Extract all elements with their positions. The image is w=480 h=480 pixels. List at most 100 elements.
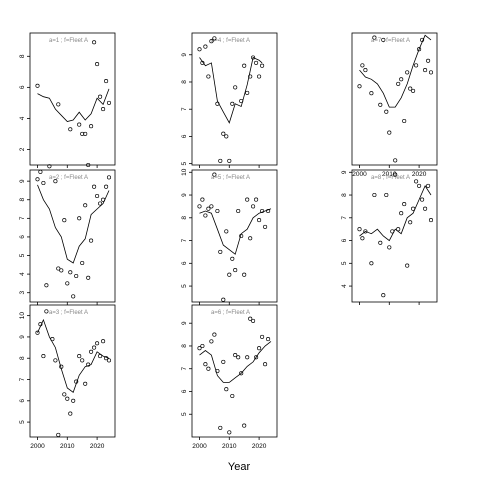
observed-point bbox=[44, 283, 49, 288]
expected-line bbox=[37, 184, 110, 264]
y-tick-label: 6 bbox=[19, 399, 26, 403]
x-tick-label: 2010 bbox=[382, 171, 397, 178]
observed-point bbox=[239, 371, 244, 376]
observed-point bbox=[227, 158, 232, 163]
observed-point bbox=[378, 102, 383, 107]
y-tick-label: 7 bbox=[19, 216, 26, 220]
observed-point bbox=[56, 102, 61, 107]
observed-point bbox=[56, 266, 61, 271]
panel-a5: a=5 ; f=Fleet A 5 6 7 8 9 10 bbox=[181, 168, 278, 305]
panel-strip-label: a=4 ; f=Fleet A bbox=[211, 38, 250, 44]
observed-point bbox=[257, 346, 262, 351]
observed-point bbox=[212, 172, 217, 177]
observed-point bbox=[35, 330, 40, 335]
observed-point bbox=[89, 238, 94, 243]
observed-point bbox=[233, 85, 238, 90]
y-tick-label: 5 bbox=[181, 284, 188, 288]
observed-point bbox=[35, 177, 40, 182]
expected-line bbox=[199, 208, 272, 255]
observed-point bbox=[215, 368, 220, 374]
observed-point bbox=[417, 47, 422, 52]
observed-point bbox=[44, 309, 49, 314]
observed-point bbox=[59, 364, 64, 369]
expected-line bbox=[199, 341, 272, 383]
observed-point bbox=[80, 131, 85, 136]
y-tick-label: 4 bbox=[19, 116, 26, 120]
observed-point bbox=[233, 353, 238, 358]
observed-point bbox=[411, 88, 416, 93]
observed-point bbox=[230, 101, 235, 106]
observed-point bbox=[248, 316, 253, 321]
panel-strip-label: a=7 ; f=Fleet A bbox=[371, 38, 410, 44]
observed-point bbox=[98, 354, 103, 359]
observed-point bbox=[221, 131, 226, 136]
observed-point bbox=[68, 411, 73, 416]
observed-point bbox=[80, 260, 85, 266]
observed-point bbox=[239, 233, 244, 239]
observed-point bbox=[104, 79, 109, 84]
observed-point bbox=[41, 354, 46, 359]
observed-point bbox=[50, 337, 55, 342]
observed-point bbox=[95, 341, 100, 346]
y-tick-label: 10 bbox=[181, 168, 188, 176]
observed-point bbox=[263, 224, 268, 229]
y-tick-label: 6 bbox=[19, 85, 26, 89]
observed-point bbox=[92, 184, 97, 189]
y-tick-label: 9 bbox=[181, 193, 188, 197]
observed-point bbox=[62, 392, 67, 397]
observed-point bbox=[106, 358, 112, 363]
observed-point bbox=[206, 74, 211, 79]
y-tick-label: 9 bbox=[181, 321, 188, 325]
observed-point bbox=[381, 37, 386, 42]
y-tick-label: 8 bbox=[341, 193, 348, 197]
observed-point bbox=[77, 354, 82, 359]
panel-a1: a=1 ; f=Fleet A 2 4 6 8 bbox=[19, 32, 116, 168]
observed-point bbox=[98, 94, 103, 99]
observed-point bbox=[47, 164, 52, 169]
observed-point bbox=[408, 86, 413, 91]
observed-point bbox=[405, 263, 410, 268]
y-tick-label: 7 bbox=[181, 367, 188, 371]
observed-point bbox=[197, 204, 202, 209]
observed-point bbox=[218, 249, 223, 254]
panel-strip-label: a=8 ; f=Fleet A bbox=[371, 175, 410, 181]
observed-point bbox=[236, 355, 241, 360]
y-tick-label: 8 bbox=[19, 54, 26, 58]
observed-point bbox=[245, 197, 250, 202]
y-tick-label: 5 bbox=[19, 253, 26, 257]
observed-point bbox=[95, 193, 100, 199]
y-tick-label: 4 bbox=[19, 272, 26, 276]
observed-point bbox=[212, 36, 217, 41]
observed-point bbox=[263, 362, 268, 367]
y-tick-label: 8 bbox=[181, 80, 188, 84]
observed-point bbox=[393, 172, 398, 177]
observed-point bbox=[197, 47, 202, 52]
observed-point bbox=[65, 281, 70, 286]
observed-point bbox=[408, 220, 413, 225]
observed-point bbox=[363, 229, 368, 234]
y-tick-label: 4 bbox=[341, 284, 348, 288]
observed-point bbox=[254, 197, 259, 202]
observed-point bbox=[215, 208, 220, 214]
observed-point bbox=[426, 183, 431, 188]
observed-point bbox=[254, 355, 259, 360]
observed-point bbox=[101, 197, 106, 202]
observed-point bbox=[71, 294, 76, 299]
observed-point bbox=[65, 396, 70, 401]
observed-point bbox=[384, 109, 389, 114]
y-tick-label: 5 bbox=[181, 161, 188, 165]
observed-point bbox=[224, 229, 229, 234]
observed-point bbox=[83, 381, 88, 386]
observed-point bbox=[233, 268, 238, 273]
observed-point bbox=[86, 362, 91, 367]
y-tick-label: 8 bbox=[181, 216, 188, 220]
observed-point bbox=[254, 60, 259, 65]
observed-point bbox=[89, 124, 94, 129]
observed-point bbox=[92, 345, 97, 350]
observed-point bbox=[106, 100, 112, 105]
observed-point bbox=[411, 206, 416, 211]
observed-point bbox=[98, 201, 103, 206]
y-tick-label: 6 bbox=[181, 389, 188, 393]
observed-point bbox=[71, 398, 76, 403]
